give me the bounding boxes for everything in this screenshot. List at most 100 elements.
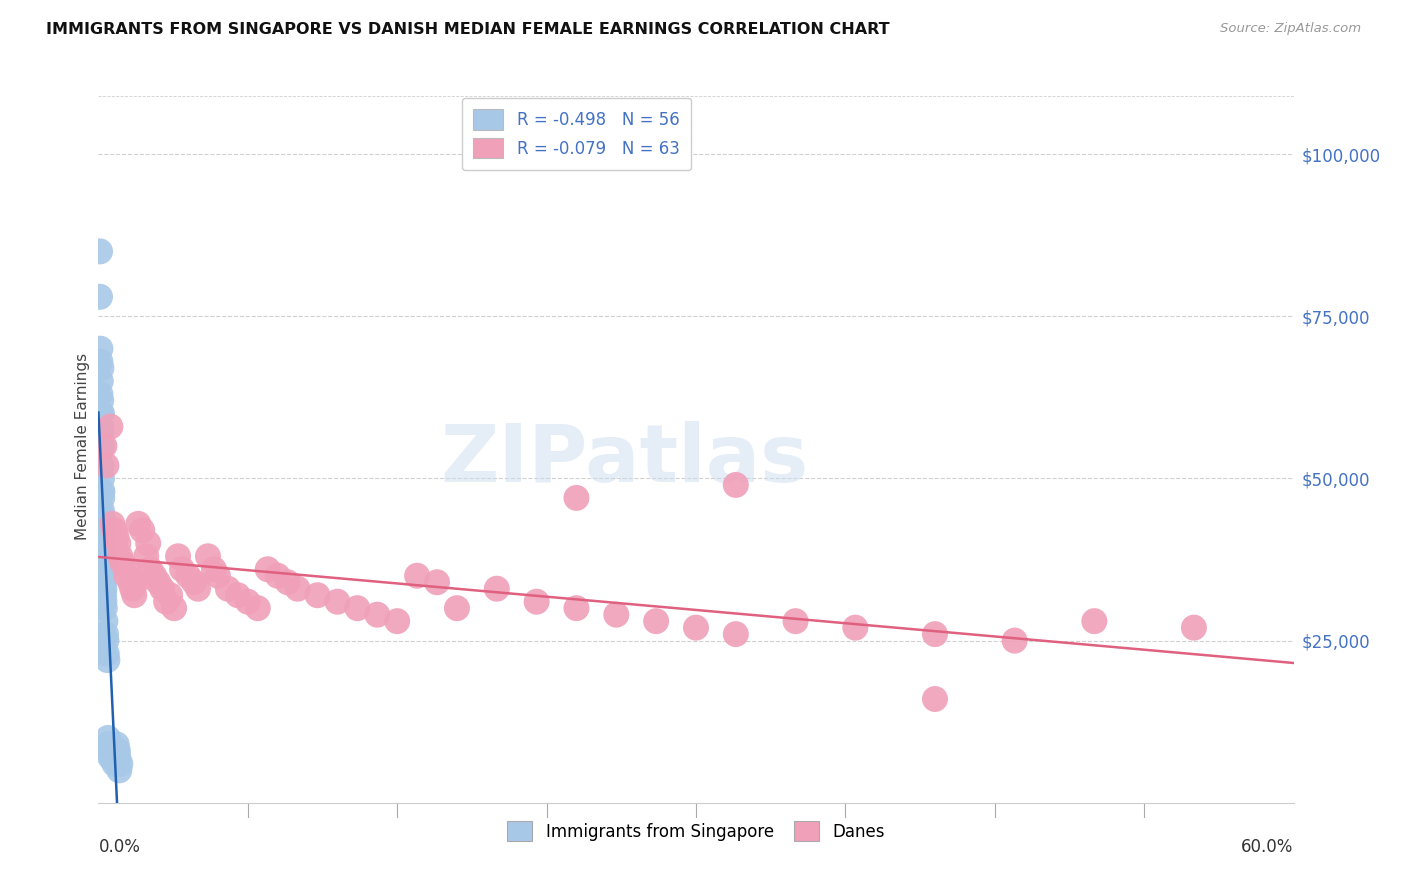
Point [924, 627, 946, 641]
Point [136, 536, 159, 550]
Point [139, 562, 162, 576]
Point [167, 549, 190, 564]
Point [155, 595, 177, 609]
Text: 60.0%: 60.0% [1241, 838, 1294, 856]
Point [785, 614, 807, 628]
Point [131, 524, 153, 538]
Point [111, 556, 134, 570]
Point [98, 744, 121, 758]
Point [98, 750, 122, 764]
Point [91, 407, 114, 421]
Point [256, 562, 278, 576]
Point [93, 595, 115, 609]
Point [307, 588, 329, 602]
Point [93, 439, 115, 453]
Point [93, 549, 115, 564]
Point [107, 750, 129, 764]
Point [172, 562, 194, 576]
Point [96, 653, 118, 667]
Text: ZIPatlas: ZIPatlas [440, 421, 808, 500]
Point [177, 568, 200, 582]
Point [91, 536, 114, 550]
Point [187, 582, 209, 596]
Point [91, 549, 114, 564]
Point [105, 530, 128, 544]
Point [406, 568, 429, 582]
Point [91, 471, 114, 485]
Point [226, 588, 249, 602]
Point [645, 614, 668, 628]
Text: 0.0%: 0.0% [98, 838, 141, 856]
Point [120, 575, 142, 590]
Point [96, 458, 118, 473]
Point [385, 614, 409, 628]
Text: IMMIGRANTS FROM SINGAPORE VS DANISH MEDIAN FEMALE EARNINGS CORRELATION CHART: IMMIGRANTS FROM SINGAPORE VS DANISH MEDI… [46, 22, 890, 37]
Point [1004, 633, 1026, 648]
Point [96, 647, 118, 661]
Point [98, 419, 122, 434]
Point [246, 601, 269, 615]
Point [150, 582, 173, 596]
Point [605, 607, 627, 622]
Point [89, 387, 111, 401]
Point [91, 504, 114, 518]
Point [90, 361, 112, 376]
Point [183, 575, 205, 590]
Point [91, 524, 114, 538]
Point [91, 568, 114, 582]
Point [110, 756, 132, 771]
Point [93, 524, 115, 538]
Point [91, 556, 114, 570]
Point [90, 425, 112, 440]
Point [105, 756, 128, 771]
Point [89, 354, 111, 368]
Point [236, 595, 259, 609]
Point [197, 549, 219, 564]
Point [105, 738, 128, 752]
Point [125, 575, 148, 590]
Point [90, 439, 112, 453]
Point [107, 536, 129, 550]
Point [148, 575, 170, 590]
Point [93, 575, 115, 590]
Point [91, 510, 114, 524]
Point [366, 607, 388, 622]
Point [217, 582, 239, 596]
Point [1083, 614, 1105, 628]
Point [93, 582, 115, 596]
Point [163, 601, 186, 615]
Point [103, 756, 125, 771]
Point [90, 407, 112, 421]
Point [94, 601, 117, 615]
Point [143, 568, 166, 582]
Point [426, 575, 449, 590]
Point [94, 627, 117, 641]
Point [1182, 621, 1205, 635]
Point [685, 621, 707, 635]
Point [93, 568, 115, 582]
Point [97, 731, 120, 745]
Point [93, 562, 115, 576]
Point [97, 738, 120, 752]
Point [91, 439, 114, 453]
Point [565, 601, 588, 615]
Point [110, 549, 132, 564]
Point [91, 491, 114, 505]
Point [526, 595, 548, 609]
Point [121, 582, 143, 596]
Point [89, 342, 111, 356]
Point [844, 621, 866, 635]
Point [90, 458, 112, 473]
Point [90, 484, 112, 499]
Point [724, 627, 747, 641]
Point [103, 524, 125, 538]
Point [115, 568, 138, 582]
Legend: Immigrants from Singapore, Danes: Immigrants from Singapore, Danes [501, 814, 891, 848]
Point [89, 290, 111, 304]
Point [267, 568, 290, 582]
Point [202, 562, 225, 576]
Point [287, 582, 309, 596]
Point [108, 764, 131, 778]
Point [127, 516, 149, 531]
Point [277, 575, 299, 590]
